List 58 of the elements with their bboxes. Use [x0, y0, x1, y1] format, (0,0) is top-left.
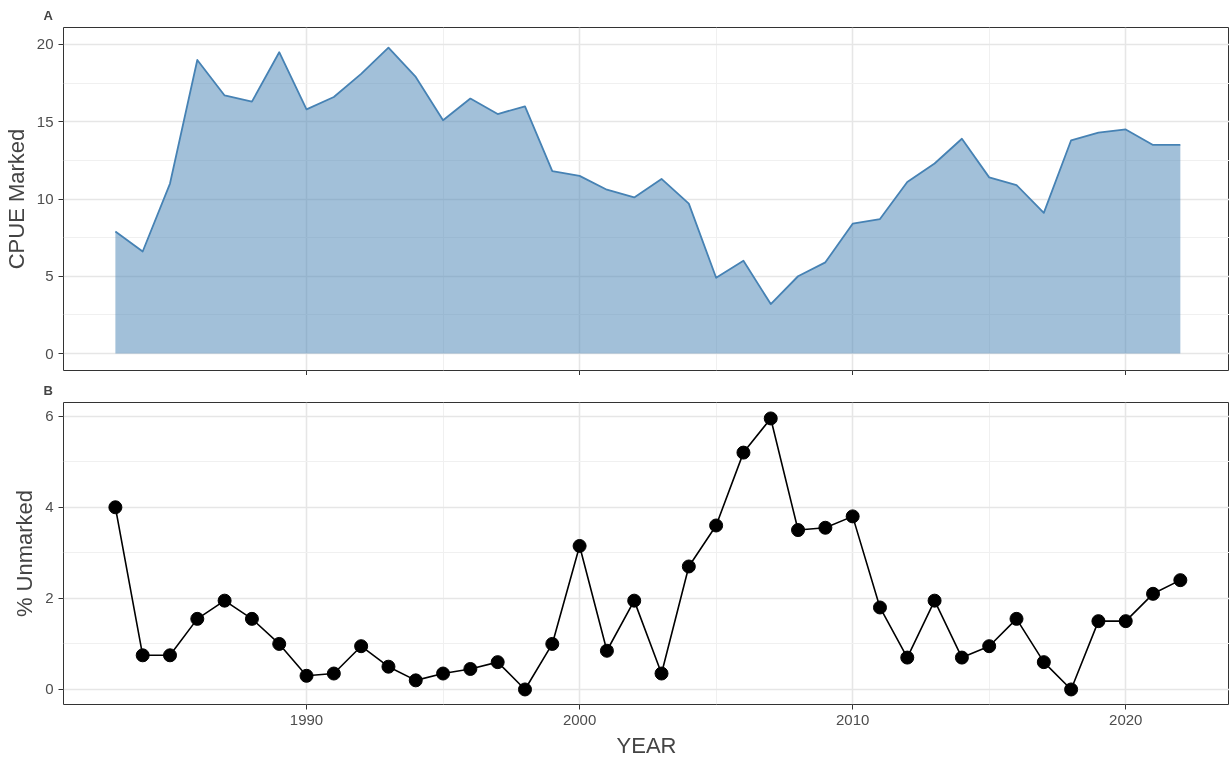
x-tick-label: 2020 [1109, 710, 1143, 728]
point [982, 639, 997, 654]
point [709, 518, 724, 533]
point [135, 648, 150, 663]
point [190, 611, 205, 626]
point [599, 643, 614, 658]
point [572, 539, 587, 553]
point [517, 682, 532, 697]
x-axis-title: YEAR [616, 732, 677, 758]
point [736, 445, 751, 460]
point [1036, 655, 1051, 670]
chart-title: B [43, 382, 53, 398]
point [545, 636, 560, 651]
point [108, 500, 123, 515]
point [818, 520, 833, 535]
point [272, 636, 287, 651]
y-tick-label: 2 [45, 589, 54, 607]
y-tick-label: 5 [45, 267, 54, 285]
point [872, 600, 887, 615]
y-tick-label: 0 [45, 344, 54, 362]
point [1146, 586, 1161, 601]
point [490, 655, 505, 670]
point [900, 650, 915, 665]
point [791, 523, 806, 538]
y-axis-title: % Unmarked [12, 489, 38, 618]
point [654, 666, 669, 681]
y-tick-label: 4 [45, 498, 54, 516]
point [217, 593, 232, 608]
point [1173, 573, 1188, 588]
y-axis-title: CPUE Marked [3, 128, 29, 270]
point [163, 648, 177, 663]
point [299, 668, 314, 683]
x-tick-label: 1990 [289, 710, 324, 728]
y-tick-label: 15 [36, 112, 54, 130]
x-tick-label: 2010 [835, 710, 870, 728]
chart-title: A [43, 7, 54, 23]
point [408, 673, 423, 688]
y-tick-label: 20 [36, 35, 54, 53]
point [1118, 614, 1133, 629]
point [681, 559, 696, 574]
point [1009, 611, 1024, 626]
point [927, 593, 942, 608]
point [1091, 614, 1106, 629]
y-tick-label: 0 [45, 680, 54, 698]
point [1064, 682, 1079, 697]
point [354, 639, 369, 654]
point [845, 509, 860, 524]
point [436, 666, 451, 681]
point [244, 611, 259, 626]
x-tick-label: 2000 [562, 710, 597, 728]
point [463, 661, 478, 676]
y-tick-label: 10 [36, 190, 54, 207]
y-tick-label: 6 [45, 407, 54, 425]
point [326, 666, 341, 681]
point [381, 659, 396, 674]
point [763, 411, 778, 426]
point [627, 593, 642, 608]
point [954, 650, 969, 665]
